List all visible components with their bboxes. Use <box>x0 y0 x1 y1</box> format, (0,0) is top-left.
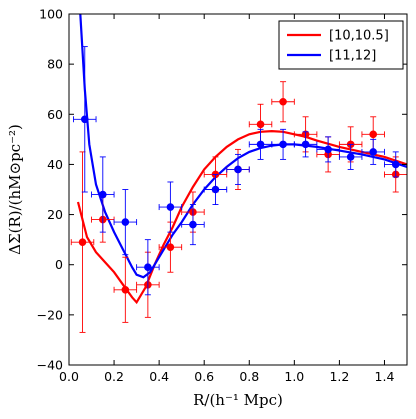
data-point-2-14 <box>361 138 385 165</box>
data-point-2-6 <box>181 204 205 246</box>
data-point-2-12 <box>316 136 340 163</box>
marker <box>256 120 265 129</box>
y-tick-label: 20 <box>47 207 63 222</box>
marker <box>166 243 175 251</box>
marker <box>80 115 89 124</box>
legend-box <box>278 20 404 70</box>
marker <box>279 140 287 149</box>
legend-label-1: [10,10.5] <box>329 29 389 44</box>
y-axis-label: ΔΣ(R)/(hM⊙pc⁻²) <box>6 124 24 255</box>
data-point-2-13 <box>338 143 363 170</box>
marker <box>189 220 197 229</box>
marker <box>369 148 378 156</box>
marker <box>78 238 87 246</box>
data-point-2-7 <box>203 174 228 205</box>
data-point-1-1 <box>70 151 95 333</box>
plot-area <box>68 13 408 366</box>
x-tick-label: 0.0 <box>59 369 79 384</box>
y-tick-label: 60 <box>47 107 63 122</box>
marker <box>369 130 378 139</box>
marker <box>391 160 400 169</box>
data-point-2-8 <box>226 153 250 185</box>
y-tick-label: 40 <box>47 157 63 172</box>
data-point-1-10 <box>271 81 295 123</box>
marker <box>144 263 152 272</box>
x-tick-label: 1.4 <box>375 369 395 384</box>
data-point-2-11 <box>293 131 318 158</box>
marker <box>301 140 310 149</box>
x-axis-label: R/(h⁻¹ Mpc) <box>193 391 283 409</box>
y-tick-label: 0 <box>55 257 63 272</box>
model-curve-1 <box>76 129 407 305</box>
marker <box>121 218 130 226</box>
marker <box>166 203 175 211</box>
marker <box>234 165 242 174</box>
y-axis: −40 −20 0 20 40 60 80 100 <box>37 7 407 373</box>
y-tick-label: 100 <box>39 7 63 22</box>
legend-label-2: [11,12] <box>329 49 376 64</box>
x-axis: 0.0 0.2 0.4 0.6 0.8 1.0 1.2 1.4 <box>59 14 394 384</box>
plot-frame <box>68 13 408 366</box>
marker <box>99 190 107 199</box>
marker <box>346 153 355 161</box>
data-point-2-10 <box>271 128 295 160</box>
marker <box>211 185 220 194</box>
x-tick-label: 0.8 <box>239 369 259 384</box>
data-point-1-3 <box>113 256 138 323</box>
legend: [10,10.5] [11,12] <box>278 20 404 70</box>
y-tick-label: −20 <box>37 307 63 322</box>
marker <box>279 97 287 106</box>
data-point-2-1 <box>73 46 97 193</box>
x-tick-label: 0.2 <box>104 369 124 384</box>
x-tick-label: 1.0 <box>284 369 304 384</box>
y-tick-label: 80 <box>47 57 63 72</box>
plot-content <box>70 14 407 333</box>
x-tick-label: 0.4 <box>149 369 169 384</box>
marker <box>324 145 332 154</box>
marker <box>256 140 265 149</box>
marker <box>121 285 130 294</box>
x-tick-label: 1.2 <box>329 369 349 384</box>
x-tick-label: 0.6 <box>194 369 214 384</box>
data-point-2-5 <box>158 181 183 233</box>
y-tick-label: −40 <box>37 358 63 373</box>
data-point-2-3 <box>113 189 138 256</box>
data-point-2-4 <box>136 239 160 296</box>
data-point-2-2 <box>91 156 115 233</box>
